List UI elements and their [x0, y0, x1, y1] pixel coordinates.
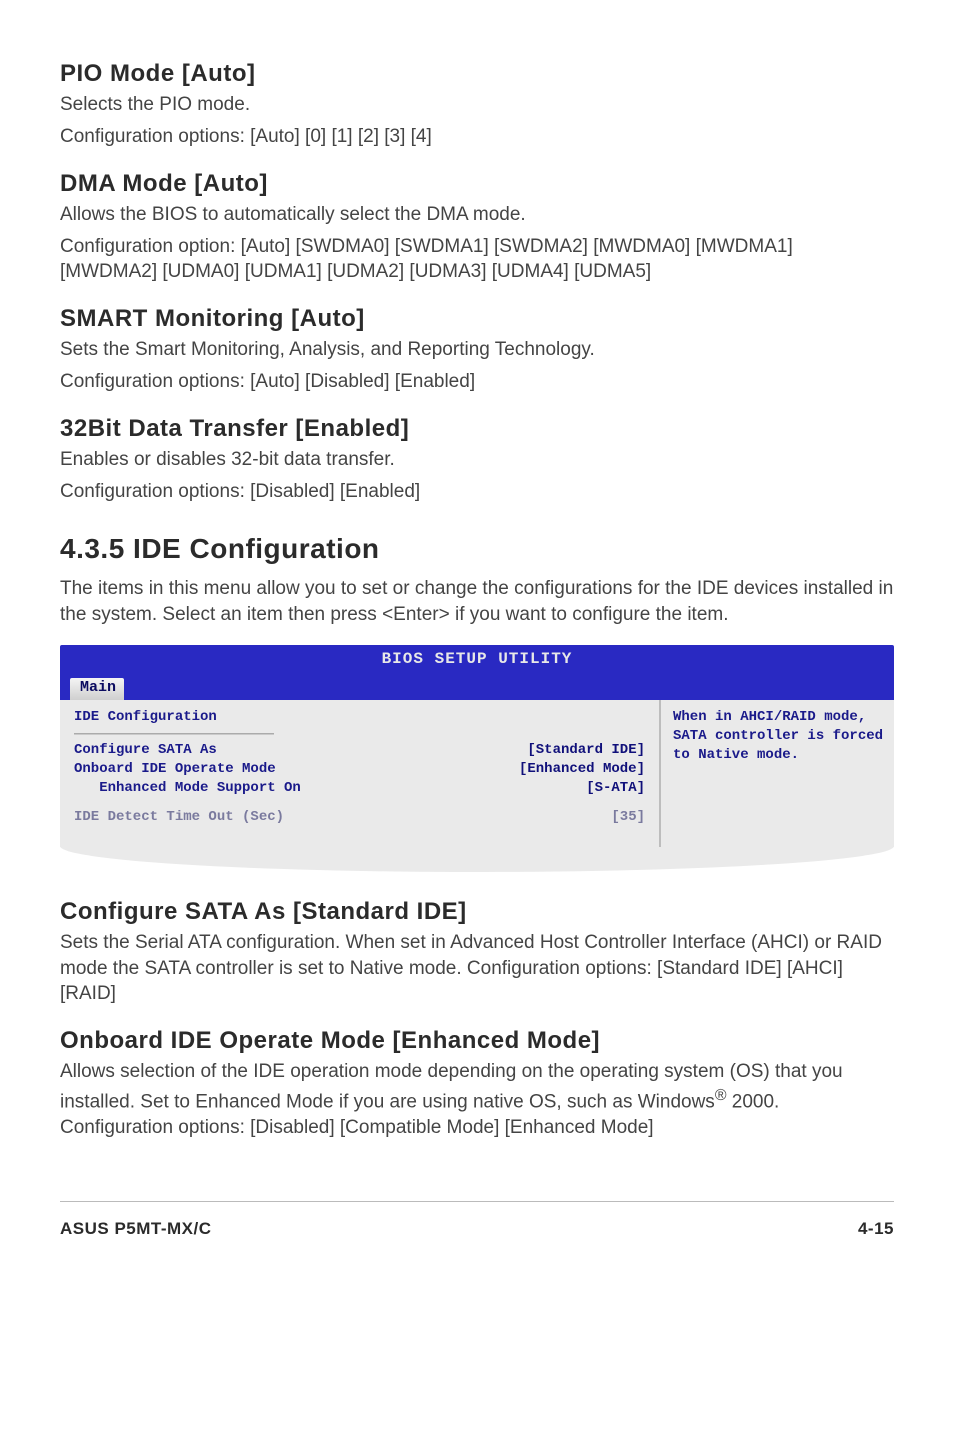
registered-icon: ® — [715, 1087, 727, 1104]
bios-row-value: [Standard IDE] — [527, 741, 645, 760]
bios-row-value: [35] — [611, 808, 645, 827]
bios-row-label: Onboard IDE Operate Mode — [74, 760, 519, 779]
footer-page: 4-15 — [858, 1218, 894, 1241]
bios-panel-title: IDE Configuration — [74, 708, 645, 729]
pio-mode-heading: PIO Mode [Auto] — [60, 58, 894, 90]
section-heading: 4.3.5 IDE Configuration — [60, 530, 894, 568]
bios-curve — [60, 846, 894, 872]
configure-sata-desc: Sets the Serial ATA configuration. When … — [60, 930, 894, 1007]
bios-help-text: When in AHCI/RAID mode, SATA controller … — [673, 708, 884, 765]
smart-heading: SMART Monitoring [Auto] — [60, 303, 894, 335]
dma-mode-desc: Allows the BIOS to automatically select … — [60, 202, 894, 228]
32bit-desc: Enables or disables 32-bit data transfer… — [60, 447, 894, 473]
32bit-options: Configuration options: [Disabled] [Enabl… — [60, 479, 894, 505]
smart-desc: Sets the Smart Monitoring, Analysis, and… — [60, 337, 894, 363]
bios-title: BIOS SETUP UTILITY — [60, 645, 894, 673]
32bit-heading: 32Bit Data Transfer [Enabled] — [60, 413, 894, 445]
pio-mode-options: Configuration options: [Auto] [0] [1] [2… — [60, 124, 894, 150]
bios-row-label: IDE Detect Time Out (Sec) — [74, 808, 611, 827]
bios-row-label: Enhanced Mode Support On — [74, 779, 586, 798]
bios-divider — [74, 733, 274, 735]
bios-screenshot: BIOS SETUP UTILITY Main IDE Configuratio… — [60, 645, 894, 871]
dma-mode-heading: DMA Mode [Auto] — [60, 168, 894, 200]
bios-tab-main: Main — [70, 678, 124, 700]
configure-sata-heading: Configure SATA As [Standard IDE] — [60, 896, 894, 928]
page-footer: ASUS P5MT-MX/C 4-15 — [60, 1201, 894, 1241]
onboard-ide-heading: Onboard IDE Operate Mode [Enhanced Mode] — [60, 1025, 894, 1057]
bios-row-value: [S-ATA] — [586, 779, 645, 798]
dma-mode-options: Configuration option: [Auto] [SWDMA0] [S… — [60, 234, 894, 285]
onboard-ide-desc: Allows selection of the IDE operation mo… — [60, 1059, 894, 1140]
pio-mode-desc: Selects the PIO mode. — [60, 92, 894, 118]
smart-options: Configuration options: [Auto] [Disabled]… — [60, 369, 894, 395]
section-intro: The items in this menu allow you to set … — [60, 576, 894, 627]
footer-model: ASUS P5MT-MX/C — [60, 1218, 212, 1241]
bios-row-label: Configure SATA As — [74, 741, 527, 760]
bios-row-value: [Enhanced Mode] — [519, 760, 645, 779]
